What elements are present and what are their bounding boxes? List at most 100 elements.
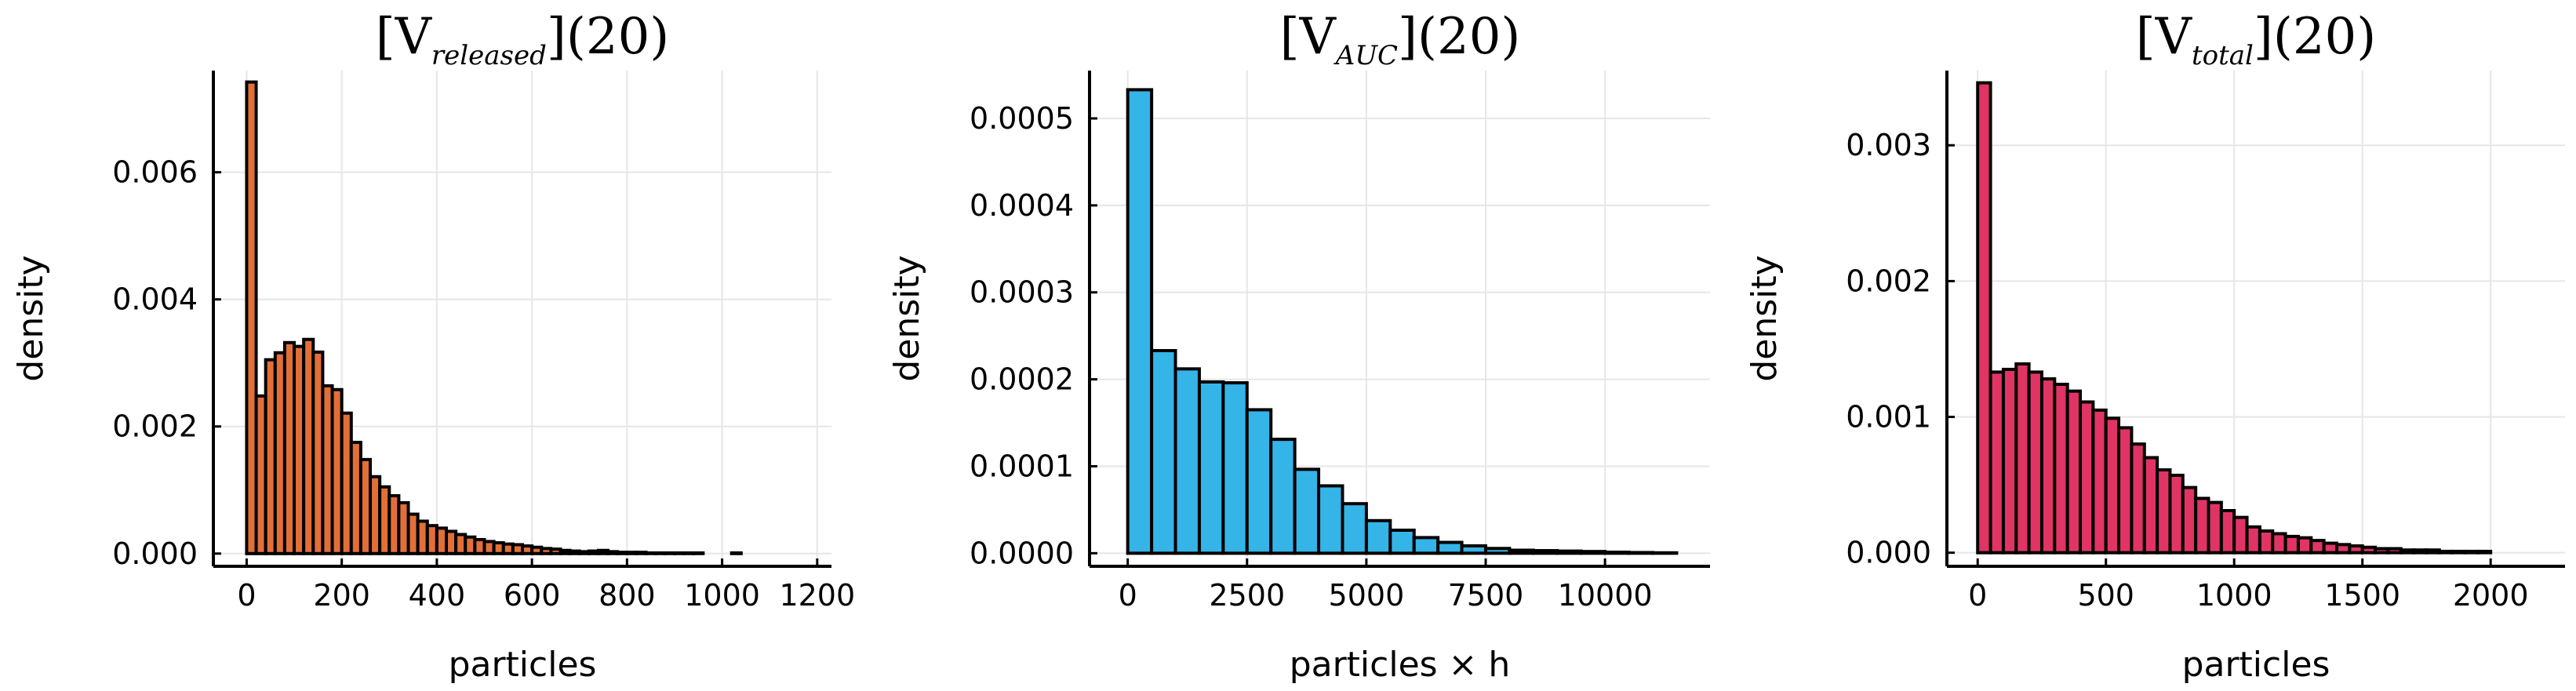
histogram-bar [2027,370,2043,555]
histogram-bar [1269,438,1297,555]
histogram-bar [2039,377,2057,555]
histogram-bar [1341,502,1368,555]
histogram-bar [2309,539,2326,555]
title-suffix: ](20) [547,8,669,66]
x-tick-label: 1200 [779,578,855,613]
histogram-bar [1460,544,1488,555]
histogram-bar [1650,551,1679,555]
histogram-bar [2386,547,2403,555]
histogram-bar [2130,442,2146,555]
x-tick-label: 1500 [2324,578,2400,613]
histogram-bar [2181,486,2198,555]
histogram-bar [1221,381,1249,555]
x-tick-label: 800 [599,578,656,613]
histogram-bar [1364,518,1392,555]
histogram-bar [2437,549,2454,555]
histogram-bar [2079,400,2095,555]
y-tick-label: 0.0002 [970,362,1074,397]
y-tick-label: 0.003 [1846,128,1931,162]
x-tick-label: 0 [1968,578,1987,613]
x-axis-label: particles [2182,645,2330,685]
y-tick-label: 0.002 [112,409,198,444]
x-tick-label: 0 [237,578,256,613]
histogram-bar [2168,473,2185,555]
histogram-bar [1126,88,1154,555]
histogram-bar [1531,549,1559,555]
y-axis-label: density [1745,255,1785,381]
histogram-bar [2258,529,2275,555]
histogram-bar [2207,500,2223,555]
histogram-bar [1150,349,1177,555]
bars [1976,81,2493,555]
histogram-bar [1197,380,1225,555]
histogram-bar [2142,456,2159,555]
x-axis-label: particles × h [1290,645,1511,685]
histogram-bar [2374,547,2390,555]
histogram-bar [1388,528,1416,555]
x-tick-label: 400 [409,578,466,613]
histogram-bar [2463,549,2480,555]
title-prefix: [V [1280,8,1337,66]
histogram-bar [2117,426,2134,555]
histogram-bar [2194,496,2210,555]
histogram-bar [2425,548,2441,555]
y-tick-label: 0.004 [112,282,198,317]
histogram-bar [2271,532,2287,555]
y-tick-label: 0.0003 [970,275,1074,310]
histogram-bar [1436,540,1464,555]
y-tick-label: 0.006 [112,155,198,190]
histogram-bar [2245,525,2261,555]
histogram-bar [692,551,705,555]
histogram-bar [245,80,258,555]
histogram-bar [2399,548,2416,555]
histogram-bar [2232,515,2249,555]
histogram-bar [1555,549,1583,555]
histogram-bar [2450,549,2467,555]
y-tick-label: 0.000 [112,536,198,571]
bars [245,80,743,555]
gridlines [213,71,831,566]
histogram-bar [2014,362,2031,555]
histogram-bar [2360,545,2378,555]
histogram-bar [2476,549,2493,555]
histogram-bar [2322,541,2338,555]
histogram-bar [2065,389,2083,555]
title-suffix: ](20) [1398,8,1520,66]
histogram-bar [1412,536,1440,555]
histogram-bar [2283,534,2300,555]
x-tick-label: 5000 [1329,578,1405,613]
panel-total: [Vtotal](20) particles density 0 500 1000 1… [1745,8,2565,685]
title-prefix: [V [376,8,433,66]
histogram-bar [2053,382,2069,555]
title-subscript: total [2192,40,2254,71]
histogram-bar [2091,408,2108,555]
x-tick-label: 2500 [1209,578,1285,613]
histogram-bar [2156,468,2172,555]
x-tick-label: 500 [2077,578,2134,613]
x-tick-label: 600 [504,578,561,613]
title-subscript: AUC [1333,40,1398,71]
x-tick-label: 0 [1119,578,1137,613]
histogram-bar [1293,467,1321,555]
histogram-bar [2334,543,2352,555]
title-subscript: released [431,40,547,71]
histogram-bar [1245,408,1273,555]
x-axis-label: particles [449,645,597,685]
y-tick-label: 0.0001 [970,449,1074,483]
y-tick-label: 0.0000 [970,536,1074,570]
x-tick-label: 1000 [2196,578,2272,613]
histogram-bar [1579,550,1607,555]
histogram-bar [1603,551,1631,555]
y-axis-label: density [11,255,51,381]
x-tick-label: 1000 [684,578,760,613]
y-tick-label: 0.002 [1846,264,1931,298]
histogram-bar [2001,367,2018,555]
panel-released: [Vreleased](20) particles density 0 200 40… [11,8,855,685]
histogram-bar [2219,509,2236,555]
histogram-bar [1976,81,1992,555]
x-tick-label: 2000 [2453,578,2529,613]
histogram-bar [2104,416,2121,555]
y-tick-label: 0.000 [1846,536,1931,570]
panel-auc: [VAUC](20) particles × h density 0 2500 50… [887,8,1710,685]
histogram-bar [1484,547,1512,555]
